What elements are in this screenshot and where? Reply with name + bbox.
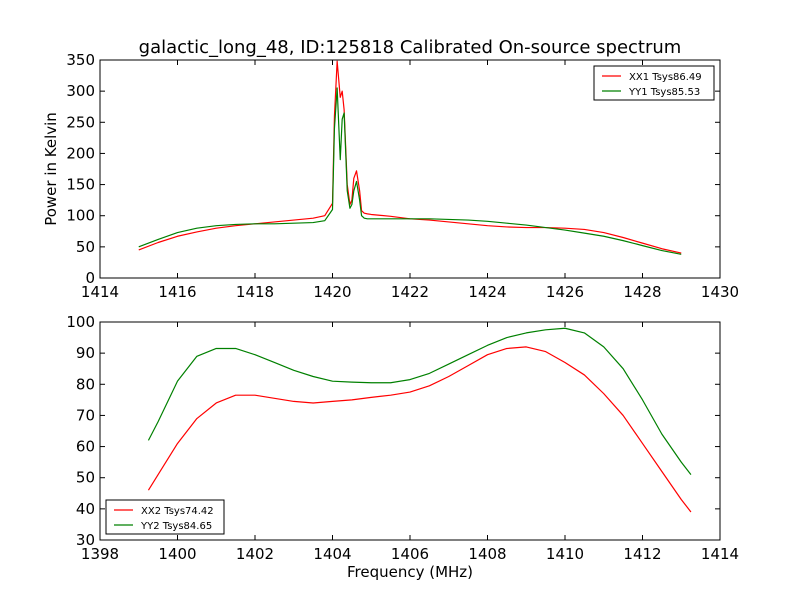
x-tick-label: 1404 [313, 545, 351, 563]
x-tick-label: 1430 [701, 283, 739, 301]
x-tick-label: 1422 [391, 283, 429, 301]
y-tick-label: 50 [76, 469, 95, 487]
y-tick-label: 200 [66, 144, 95, 162]
legend-box [105, 499, 225, 535]
x-tick-label: 1418 [236, 283, 274, 301]
y-tick-label: 50 [76, 238, 95, 256]
x-tick-label: 1402 [236, 545, 274, 563]
x-tick-label: 1398 [81, 545, 119, 563]
x-tick-label: 1412 [623, 545, 661, 563]
x-axis-label: Frequency (MHz) [347, 563, 473, 581]
x-tick-label: 1414 [701, 545, 739, 563]
x-tick-label: 1408 [468, 545, 506, 563]
y-tick-label: 30 [76, 531, 95, 549]
series-line-xx2 [147, 346, 692, 513]
series-line-yy2 [147, 327, 692, 475]
y-tick-label: 40 [76, 500, 95, 518]
legend-label: YY2 Tsys84.65 [140, 521, 212, 532]
x-tick-label: 1420 [313, 283, 351, 301]
y-tick-label: 80 [76, 375, 95, 393]
y-tick-label: 150 [66, 176, 95, 194]
series-line-yy1 [138, 87, 682, 255]
y-tick-label: 350 [66, 51, 95, 69]
y-tick-label: 90 [76, 344, 95, 362]
y-tick-label: 250 [66, 113, 95, 131]
legend-label: XX2 Tsys74.42 [141, 506, 214, 517]
x-tick-label: 1424 [468, 283, 506, 301]
y-tick-label: 70 [76, 406, 95, 424]
x-tick-label: 1410 [546, 545, 584, 563]
top-plot: 1414 1416 1418 1420 1422 1424 1426 1428 1430 0 50 1… [42, 51, 739, 301]
x-tick-label: 1414 [81, 283, 119, 301]
x-tick-label: 1400 [158, 545, 196, 563]
bottom-plot: 1398 1400 1402 1404 1406 1408 1410 1412 1414 30 40… [66, 313, 739, 581]
x-tick-label: 1406 [391, 545, 429, 563]
legend-box [593, 65, 715, 101]
y-tick-label: 0 [85, 269, 95, 287]
legend-label: XX1 Tsys86.49 [629, 72, 702, 83]
x-tick-label: 1426 [546, 283, 584, 301]
legend-label: YY1 Tsys85.53 [628, 87, 700, 98]
y-tick-label: 100 [66, 313, 95, 331]
y-tick-label: 300 [66, 82, 95, 100]
legend: XX1 Tsys86.49 YY1 Tsys85.53 [593, 65, 715, 101]
y-tick-label: 100 [66, 207, 95, 225]
y-tick-label: 60 [76, 438, 95, 456]
x-tick-label: 1428 [623, 283, 661, 301]
legend: XX2 Tsys74.42 YY2 Tsys84.65 [105, 499, 225, 535]
x-tick-label: 1416 [158, 283, 196, 301]
y-axis-label: Power in Kelvin [42, 112, 60, 226]
chart-title: galactic_long_48, ID:125818 Calibrated O… [139, 37, 682, 58]
